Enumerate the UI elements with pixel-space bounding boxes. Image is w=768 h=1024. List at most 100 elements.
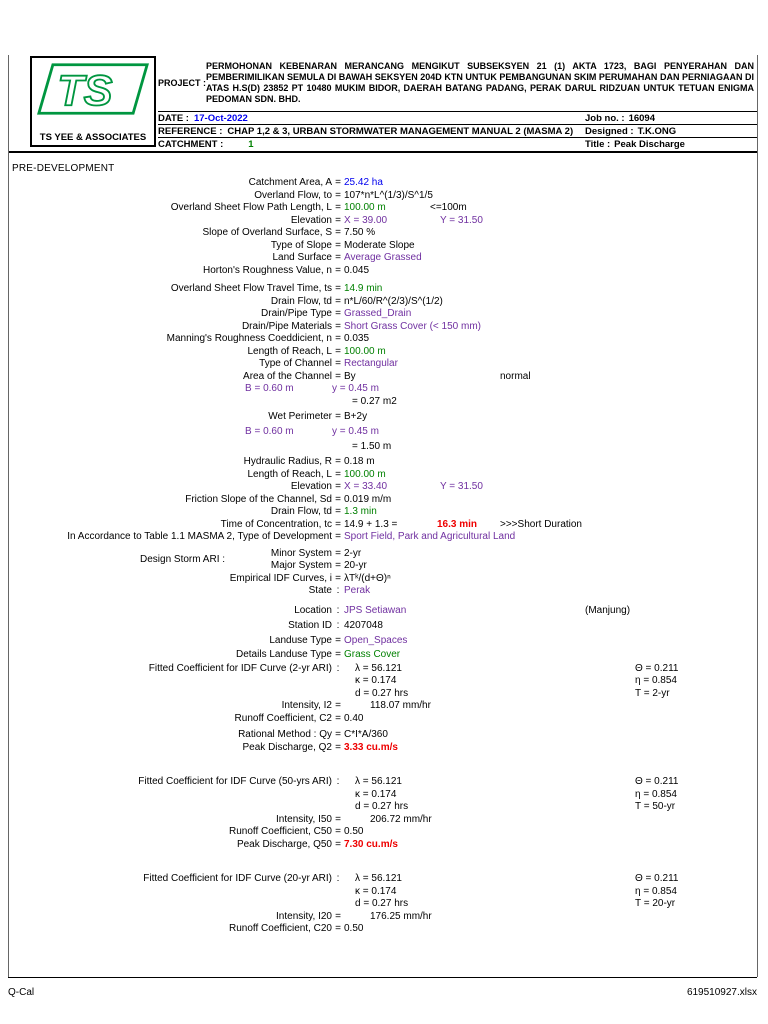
calc-row: Horton's Roughness Value, n = 0.045	[0, 265, 768, 278]
calc-row: d = 0.27 hrs T = 20-yr	[0, 898, 768, 911]
row-label: Runoff Coefficient, C20	[228, 923, 332, 934]
row-separator: =	[335, 634, 341, 646]
row-value: 16.3 min	[437, 518, 478, 530]
row-separator: =	[335, 712, 341, 724]
row-separator: =	[335, 547, 341, 559]
row-value: Average Grassed	[344, 252, 422, 263]
footer: Q-Cal 619510927.xlsx	[8, 977, 757, 998]
row-label: Overland Flow, to	[254, 189, 332, 201]
calc-row: = 0.27 m2	[0, 396, 768, 411]
calc-row: Type of Slope = Moderate Slope	[0, 240, 768, 253]
calc-row: Station ID:4207048	[0, 620, 768, 635]
row-label: Time of Concentration, tc	[220, 518, 332, 530]
row-value: Perak	[344, 585, 371, 596]
row-value: 0.18 m	[344, 455, 375, 467]
row-spacer	[0, 851, 768, 873]
row-label: Fitted Coefficient for IDF Curve (50-yrs…	[138, 776, 332, 787]
row-value: 0.40	[344, 712, 364, 724]
designed-by: Designed : T.K.ONG	[585, 126, 676, 137]
calc-row: Runoff Coefficient, C2 = 0.40	[0, 713, 768, 726]
row-value: 100.00 m	[344, 345, 386, 357]
row-separator: =	[335, 370, 341, 382]
designed-label: Designed :	[585, 125, 634, 137]
row-label: Elevation	[290, 481, 332, 492]
row-label: Minor System	[270, 547, 332, 559]
row-value: C*I*A/360	[344, 729, 388, 740]
calc-row: Fitted Coefficient for IDF Curve (20-yr …	[0, 873, 768, 886]
row-label: Drain Flow, td	[270, 506, 332, 517]
row-value: η = 0.854	[635, 788, 677, 800]
row-label: Intensity, I50	[276, 813, 332, 825]
date-label: DATE :	[158, 112, 189, 124]
row-separator: =	[335, 264, 341, 276]
row-value: Θ = 0.211	[635, 873, 679, 884]
row-value: λ = 56.121	[355, 662, 402, 674]
row-value: Θ = 0.211	[635, 776, 679, 787]
catchment-row: CATCHMENT : 1 Title : Peak Discharge	[158, 138, 758, 151]
row-label: Rational Method : Qy	[238, 729, 332, 740]
row-value: Open_Spaces	[344, 634, 408, 646]
row-label: Drain/Pipe Type	[261, 308, 332, 319]
row-label: Runoff Coefficient, C50	[228, 826, 332, 837]
row-value: 14.9 + 1.3 =	[344, 518, 398, 530]
row-value: 7.50 %	[344, 227, 376, 238]
design-storm-ari-label: Design Storm ARI :	[140, 553, 226, 565]
row-value: Grassed_Drain	[344, 308, 412, 319]
row-label: Friction Slope of the Channel, Sd	[185, 493, 332, 505]
row-separator: =	[335, 214, 341, 226]
row-value: Y = 31.50	[440, 481, 483, 492]
catchment-label: CATCHMENT :	[158, 139, 224, 150]
calc-row: Overland Sheet Flow Travel Time, ts = 14.9…	[0, 283, 768, 296]
reference-value: CHAP 1,2 & 3, URBAN STORMWATER MANAGEMEN…	[227, 125, 574, 137]
calc-row: Peak Discharge, Q2 = 3.33 cu.m/s	[0, 742, 768, 755]
calc-row: Drain Flow, td = 1.3 min	[0, 506, 768, 519]
row-value: normal	[500, 370, 531, 382]
row-value: η = 0.854	[635, 675, 677, 686]
row-label: Peak Discharge, Q50	[236, 838, 332, 850]
date-value: 17-Oct-2022	[193, 112, 248, 124]
row-value: 20-yr	[344, 560, 367, 571]
row-value: 176.25 mm/hr	[370, 910, 432, 922]
calc-row: Elevation = X = 39.00 Y = 31.50	[0, 215, 768, 228]
row-value: y = 0.45 m	[332, 383, 379, 394]
job-number: Job no. : 16094	[585, 113, 655, 124]
project-label: PROJECT :	[158, 78, 207, 88]
row-label: Intensity, I2	[281, 700, 332, 711]
row-value: 0.045	[344, 264, 370, 276]
row-value: 100.00 m	[344, 468, 386, 480]
row-separator: =	[335, 252, 341, 263]
row-value: 25.42 ha	[344, 177, 383, 188]
row-value: T = 2-yr	[635, 687, 670, 699]
row-value: Rectangular	[344, 358, 398, 369]
row-label: Peak Discharge, Q2	[242, 741, 333, 753]
row-value: X = 33.40	[344, 481, 388, 492]
row-value: d = 0.27 hrs	[355, 898, 409, 909]
row-separator: =	[335, 493, 341, 505]
row-separator: =	[335, 729, 341, 740]
footer-file-name: 619510927.xlsx	[686, 987, 757, 998]
row-separator: =	[335, 455, 341, 467]
row-separator: =	[335, 239, 341, 251]
header: TS TS YEE & ASSOCIATES PROJECT : PERMOHO…	[8, 55, 758, 153]
row-label: Overland Sheet Flow Path Length, L	[170, 202, 332, 213]
logo-ts-letters: TS	[58, 67, 113, 115]
row-value: 14.9 min	[344, 283, 383, 294]
row-label: Empirical IDF Curves, i	[229, 572, 332, 584]
calc-row: Intensity, I2 = 118.07 mm/hr	[0, 700, 768, 713]
row-value: n*L/60/R^(2/3)/S^(1/2)	[344, 295, 443, 307]
calc-row: Time of Concentration, tc = 14.9 + 1.3 = 16…	[0, 519, 768, 532]
company-name: TS YEE & ASSOCIATES	[39, 132, 147, 143]
row-label: Drain Flow, td	[270, 295, 332, 307]
row-label: Type of Channel	[259, 358, 332, 369]
row-separator: =	[335, 295, 341, 307]
calc-row: Drain/Pipe Type = Grassed_Drain	[0, 308, 768, 321]
row-value: B = 0.60 m	[245, 425, 294, 437]
row-separator: =	[335, 308, 341, 319]
row-label: Drain/Pipe Materials	[241, 320, 332, 332]
footer-sheet-name: Q-Cal	[8, 987, 35, 998]
row-separator: =	[335, 826, 341, 837]
title-value: Peak Discharge	[614, 139, 685, 150]
calc-row: Landuse Type = Open_Spaces	[0, 635, 768, 649]
row-label: Type of Slope	[270, 239, 332, 251]
